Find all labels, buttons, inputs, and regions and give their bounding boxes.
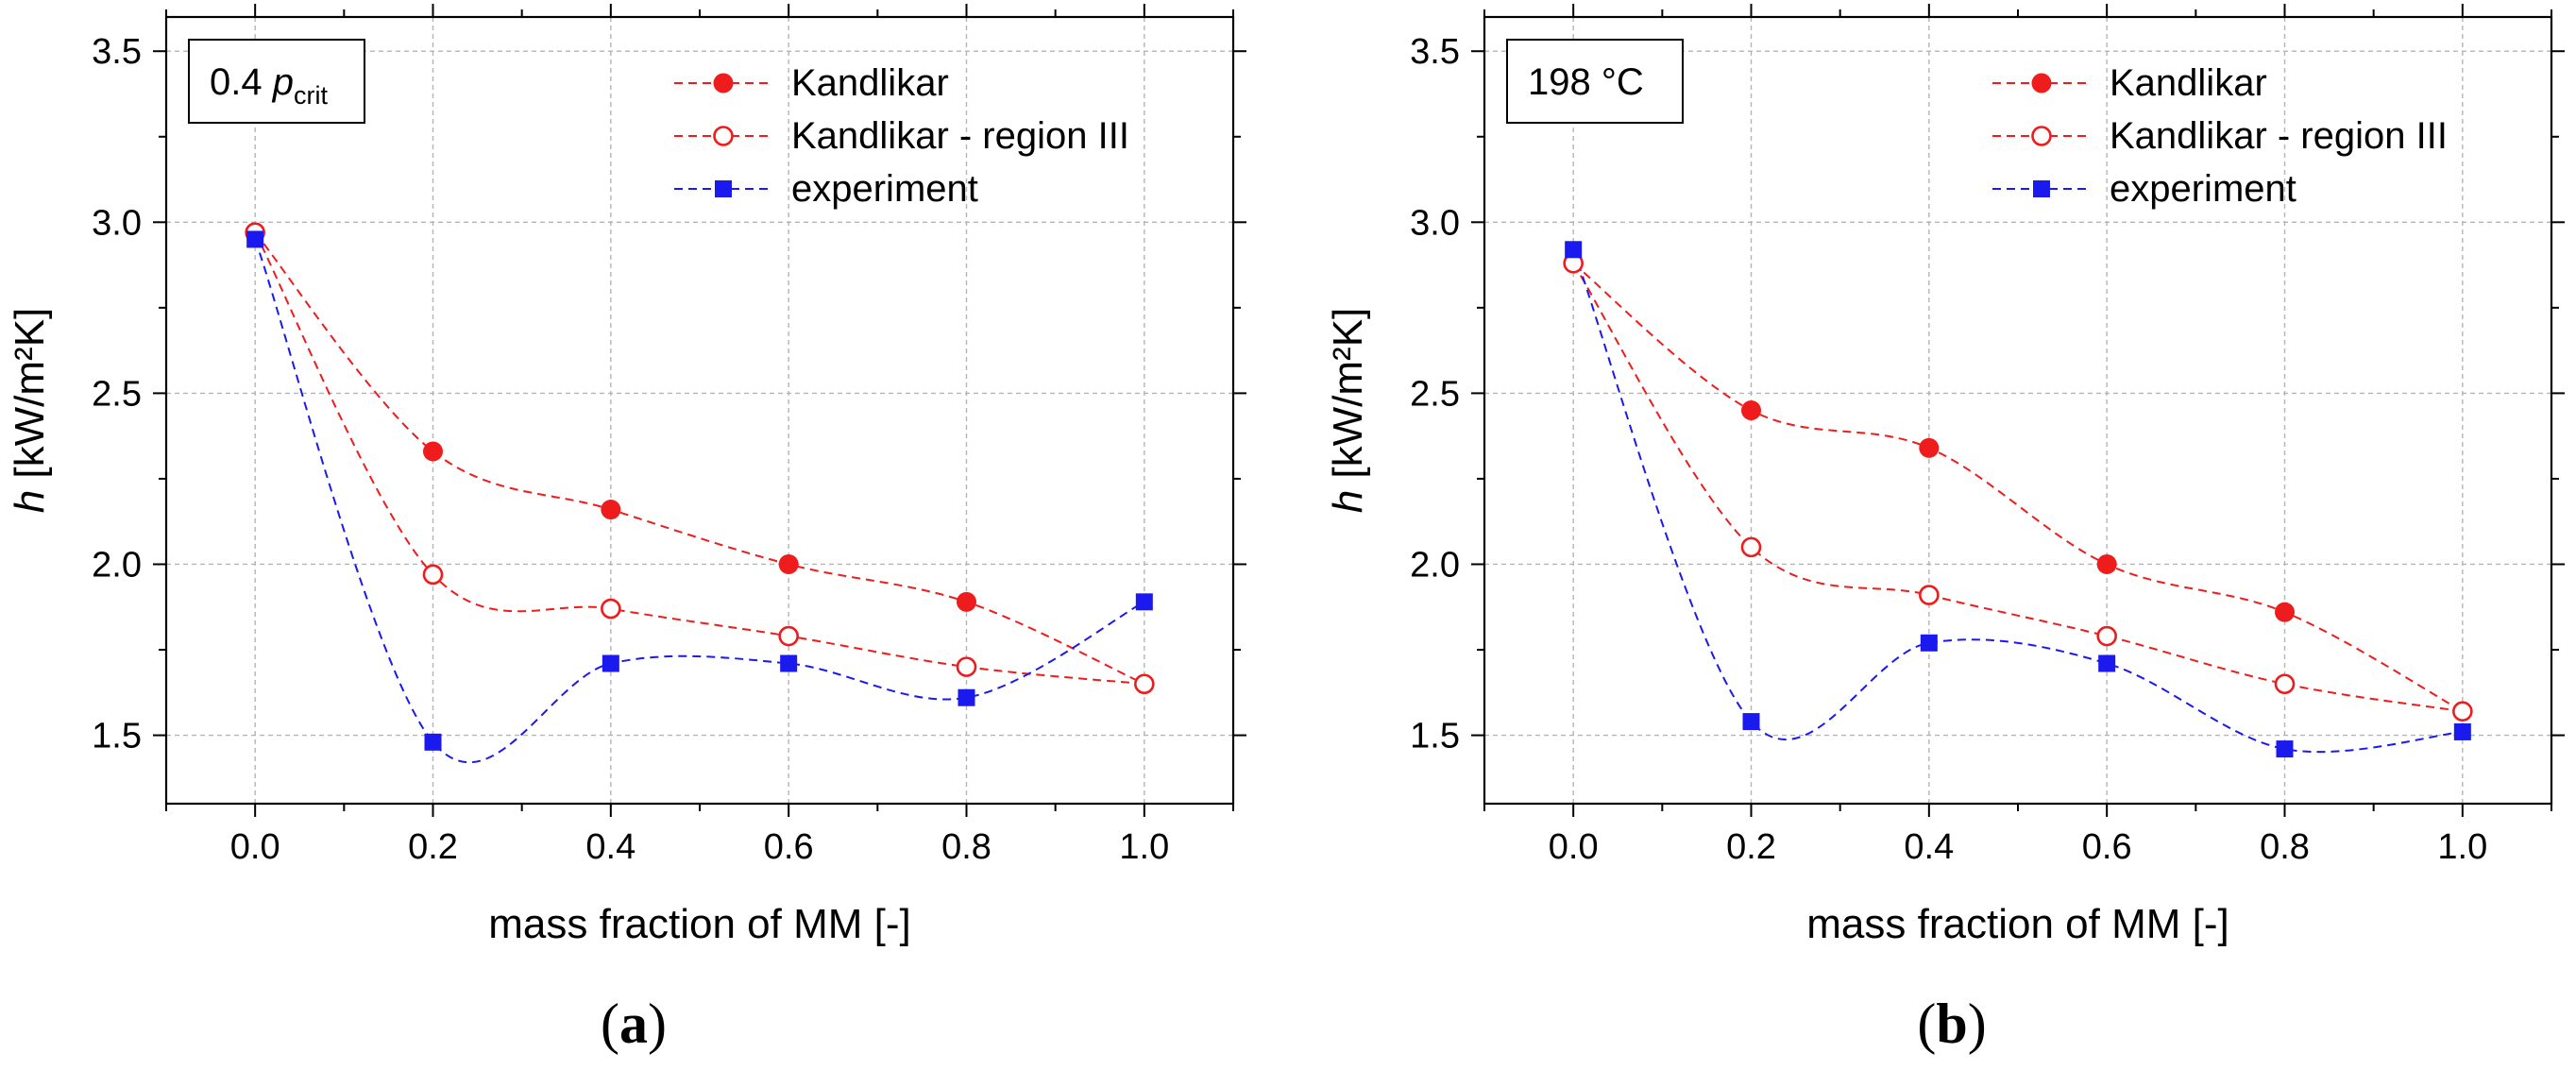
annotation-subscript: crit [294,81,328,110]
data-point-series-1 [957,591,976,612]
data-point-series-2 [1740,536,1762,558]
legend-label-2: Kandlikar - region III [791,115,1129,157]
y-axis-label: h [kW/m²K] [1325,308,1371,514]
y-tick-label: 3.0 [1410,203,1460,243]
data-point-series-3 [1920,634,1938,652]
y-tick-label: 2.5 [92,374,142,414]
data-point-series-3 [602,654,619,672]
y-axis-label: h [kW/m²K] [7,308,53,514]
series-line-2 [1572,263,2463,713]
panel-caption-open: ( [1917,993,1936,1055]
data-point-series-2 [1134,673,1155,695]
data-point-series-1 [2275,602,2295,622]
y-tick-label: 3.5 [92,32,142,72]
data-point-series-2 [956,656,977,677]
data-point-series-3 [1135,593,1153,611]
legend-label-1: Kandlikar [2110,62,2267,104]
data-point-series-3 [780,654,798,672]
series-line-1 [254,231,1145,686]
y-axis-label-symbol: h [7,490,53,513]
data-point-series-3 [2453,722,2471,740]
data-point-series-2 [422,564,444,586]
legend-marker-3 [2033,180,2050,197]
x-tick-label: 0.4 [585,827,636,867]
y-tick-label: 1.5 [1410,717,1460,756]
data-point-series-2 [2274,673,2296,695]
panel-caption: (a) [601,993,667,1055]
legend-marker-1 [713,73,734,93]
annotation-text: 198 °C [1528,61,1644,103]
y-tick-label: 2.5 [1410,374,1460,414]
x-axis-label: mass fraction of MM [-] [488,901,910,947]
x-tick-label: 1.0 [1119,827,1169,867]
legend-label-3: experiment [791,168,978,210]
panel-caption-letter: b [1936,993,1967,1055]
x-tick-label: 0.8 [941,827,991,867]
panel-caption: (b) [1917,993,1986,1055]
annotation-box [1506,39,1684,124]
data-point-series-3 [1742,713,1760,731]
annotation-text: 0.4 pcrit [210,61,328,110]
data-point-series-3 [424,733,442,751]
x-tick-label: 0.2 [408,827,458,867]
legend-marker-2 [2031,126,2052,146]
series-line-3 [1572,248,2463,754]
x-tick-label: 0.8 [2260,827,2310,867]
annotation-box [188,39,365,124]
y-tick-label: 1.5 [92,717,142,756]
data-point-series-2 [2452,701,2473,722]
panel-caption-open: ( [601,993,619,1055]
y-tick-label: 3.5 [1410,32,1460,72]
legend-marker-3 [715,180,732,197]
legend-label-3: experiment [2110,168,2296,210]
series-line-3 [254,239,1145,764]
annotation-symbol: p [272,61,294,103]
data-point-series-1 [423,441,443,462]
data-point-series-3 [2276,740,2294,758]
data-point-series-1 [2096,553,2117,574]
x-tick-label: 0.0 [230,827,280,867]
data-point-series-3 [958,688,975,706]
data-point-series-1 [601,500,621,520]
x-axis-label: mass fraction of MM [-] [1806,901,2229,947]
data-point-series-2 [2096,625,2117,647]
y-tick-label: 2.0 [1410,545,1460,585]
annotation-value: 198 °C [1528,61,1644,103]
data-point-series-3 [2098,654,2116,672]
legend-label-2: Kandlikar - region III [2110,115,2448,157]
series-line-1 [1572,262,2464,713]
data-point-series-3 [246,230,264,248]
data-point-series-2 [1919,585,1940,605]
y-axis-label-unit: [kW/m²K] [7,308,53,490]
chart-panel-b: 0.0 0.2 0.4 0.6 0.8 1.0 1.5 2.0 2.5 3.0 3.5 mass fr… [1325,4,2565,1055]
legend-label-1: Kandlikar [791,62,949,104]
x-tick-label: 1.0 [2437,827,2487,867]
legend-marker-1 [2031,73,2052,93]
panel-caption-letter: a [619,993,648,1055]
y-axis-label-unit: [kW/m²K] [1325,308,1371,490]
x-tick-label: 0.6 [2082,827,2132,867]
legend-marker-2 [713,126,734,146]
x-tick-label: 0.6 [764,827,814,867]
y-tick-label: 2.0 [92,545,142,585]
chart-panel-a: 0.0 0.2 0.4 0.6 0.8 1.0 1.5 2.0 2.5 3.0 3.5 mass fr… [7,4,1246,1055]
panel-caption-close: ) [648,993,667,1055]
data-point-series-1 [778,553,799,574]
y-axis-label-symbol: h [1325,490,1371,513]
x-tick-label: 0.2 [1726,827,1776,867]
annotation-value: 0.4 [210,61,273,103]
y-tick-label: 3.0 [92,203,142,243]
x-tick-label: 0.4 [1904,827,1954,867]
data-point-series-2 [778,625,799,647]
panel-caption-close: ) [1968,993,1987,1055]
data-point-series-3 [1565,241,1583,259]
series-line-2 [254,231,1144,686]
data-point-series-1 [1741,400,1761,420]
data-point-series-2 [601,598,621,620]
x-tick-label: 0.0 [1549,827,1599,867]
data-point-series-1 [1919,437,1940,458]
